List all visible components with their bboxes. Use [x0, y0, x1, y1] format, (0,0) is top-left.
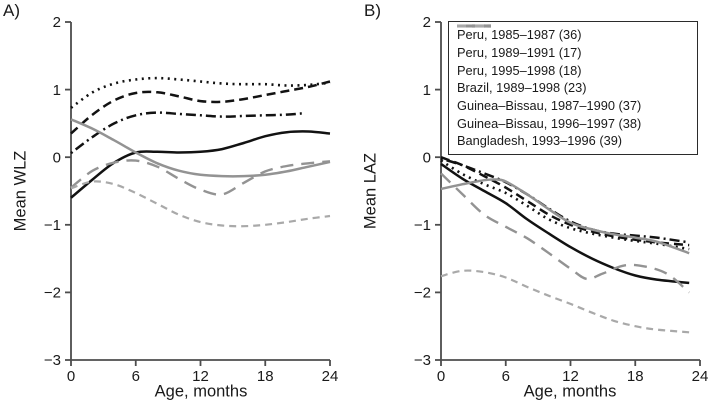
axes	[65, 21, 331, 366]
y-tick-label: −3	[44, 352, 61, 369]
x-tick-label: 0	[67, 368, 75, 385]
legend-item: Guinea–Bissau, 1987–1990 (37)	[457, 24, 689, 115]
panel-b-y-axis-title: Mean LAZ	[361, 152, 380, 230]
series-line	[70, 111, 304, 155]
x-tick-label: 6	[132, 368, 140, 385]
series-line	[440, 178, 690, 255]
legend-label: Peru, 1995–1998 (18)	[457, 62, 582, 78]
legend-line-sample-icon	[457, 24, 491, 28]
y-tick-label: −1	[414, 217, 431, 234]
series-line	[70, 159, 331, 196]
y-tick-label: −1	[44, 217, 61, 234]
y-tick-label: 2	[423, 14, 431, 31]
chart-panel-a: 2 1 0 −1 −2 −3 0 6 12 18 24	[44, 14, 339, 385]
series-line	[440, 156, 690, 247]
x-tick-label: 24	[692, 368, 709, 385]
series-line	[70, 80, 331, 135]
panel-b-x-axis-title: Age, months	[523, 382, 617, 401]
x-tick-label: 0	[437, 368, 445, 385]
y-tick-label: 1	[53, 82, 61, 99]
legend-item: Bangladesh, 1993–1996 (39)	[457, 24, 689, 150]
x-tick-label: 12	[192, 368, 209, 385]
series-line	[440, 172, 690, 294]
axes	[435, 21, 701, 366]
y-tick-label: −2	[414, 285, 431, 302]
y-tick-label: −2	[44, 285, 61, 302]
series-line	[440, 157, 690, 244]
panel-a-x-axis-title: Age, months	[154, 382, 248, 401]
legend-label: Guinea–Bissau, 1996–1997 (38)	[457, 115, 642, 131]
legend-label: Peru, 1989–1991 (17)	[457, 45, 582, 61]
legend-label: Guinea–Bissau, 1987–1990 (37)	[457, 98, 642, 114]
x-tick-label: 24	[322, 368, 339, 385]
legend: Peru, 1985–1987 (36) Peru, 1989–1991 (17)…	[448, 21, 698, 155]
legend-item: Guinea–Bissau, 1996–1997 (38)	[457, 24, 689, 132]
chart-panel-b: 2 1 0 −1 −2 −3 0 6 12 18 24	[414, 14, 709, 385]
series-line	[440, 162, 690, 285]
legend-item: Peru, 1995–1998 (18)	[457, 24, 689, 79]
y-tick-label: −3	[414, 352, 431, 369]
panel-a-label: A)	[3, 1, 20, 20]
series-line	[70, 76, 331, 109]
x-tick-label: 18	[257, 368, 274, 385]
series-line	[440, 269, 690, 334]
legend-item: Brazil, 1989–1998 (23)	[457, 24, 689, 97]
y-tick-label: 0	[53, 149, 61, 166]
series-line	[70, 180, 331, 228]
legend-label: Brazil, 1989–1998 (23)	[457, 80, 587, 96]
legend-item: Peru, 1985–1987 (36)	[457, 24, 689, 44]
legend-item: Peru, 1989–1991 (17)	[457, 24, 689, 62]
x-tick-label: 18	[627, 368, 644, 385]
panel-b-label: B)	[364, 1, 381, 20]
x-tick-label: 12	[562, 368, 579, 385]
x-tick-label: 6	[502, 368, 510, 385]
panel-a-y-axis-title: Mean WLZ	[11, 150, 30, 232]
y-tick-label: 2	[53, 14, 61, 31]
y-tick-label: 0	[423, 149, 431, 166]
legend-label: Bangladesh, 1993–1996 (39)	[457, 133, 623, 149]
series-line	[70, 118, 331, 178]
legend-label: Peru, 1985–1987 (36)	[457, 27, 582, 43]
series-line	[440, 159, 690, 251]
y-tick-label: 1	[423, 82, 431, 99]
